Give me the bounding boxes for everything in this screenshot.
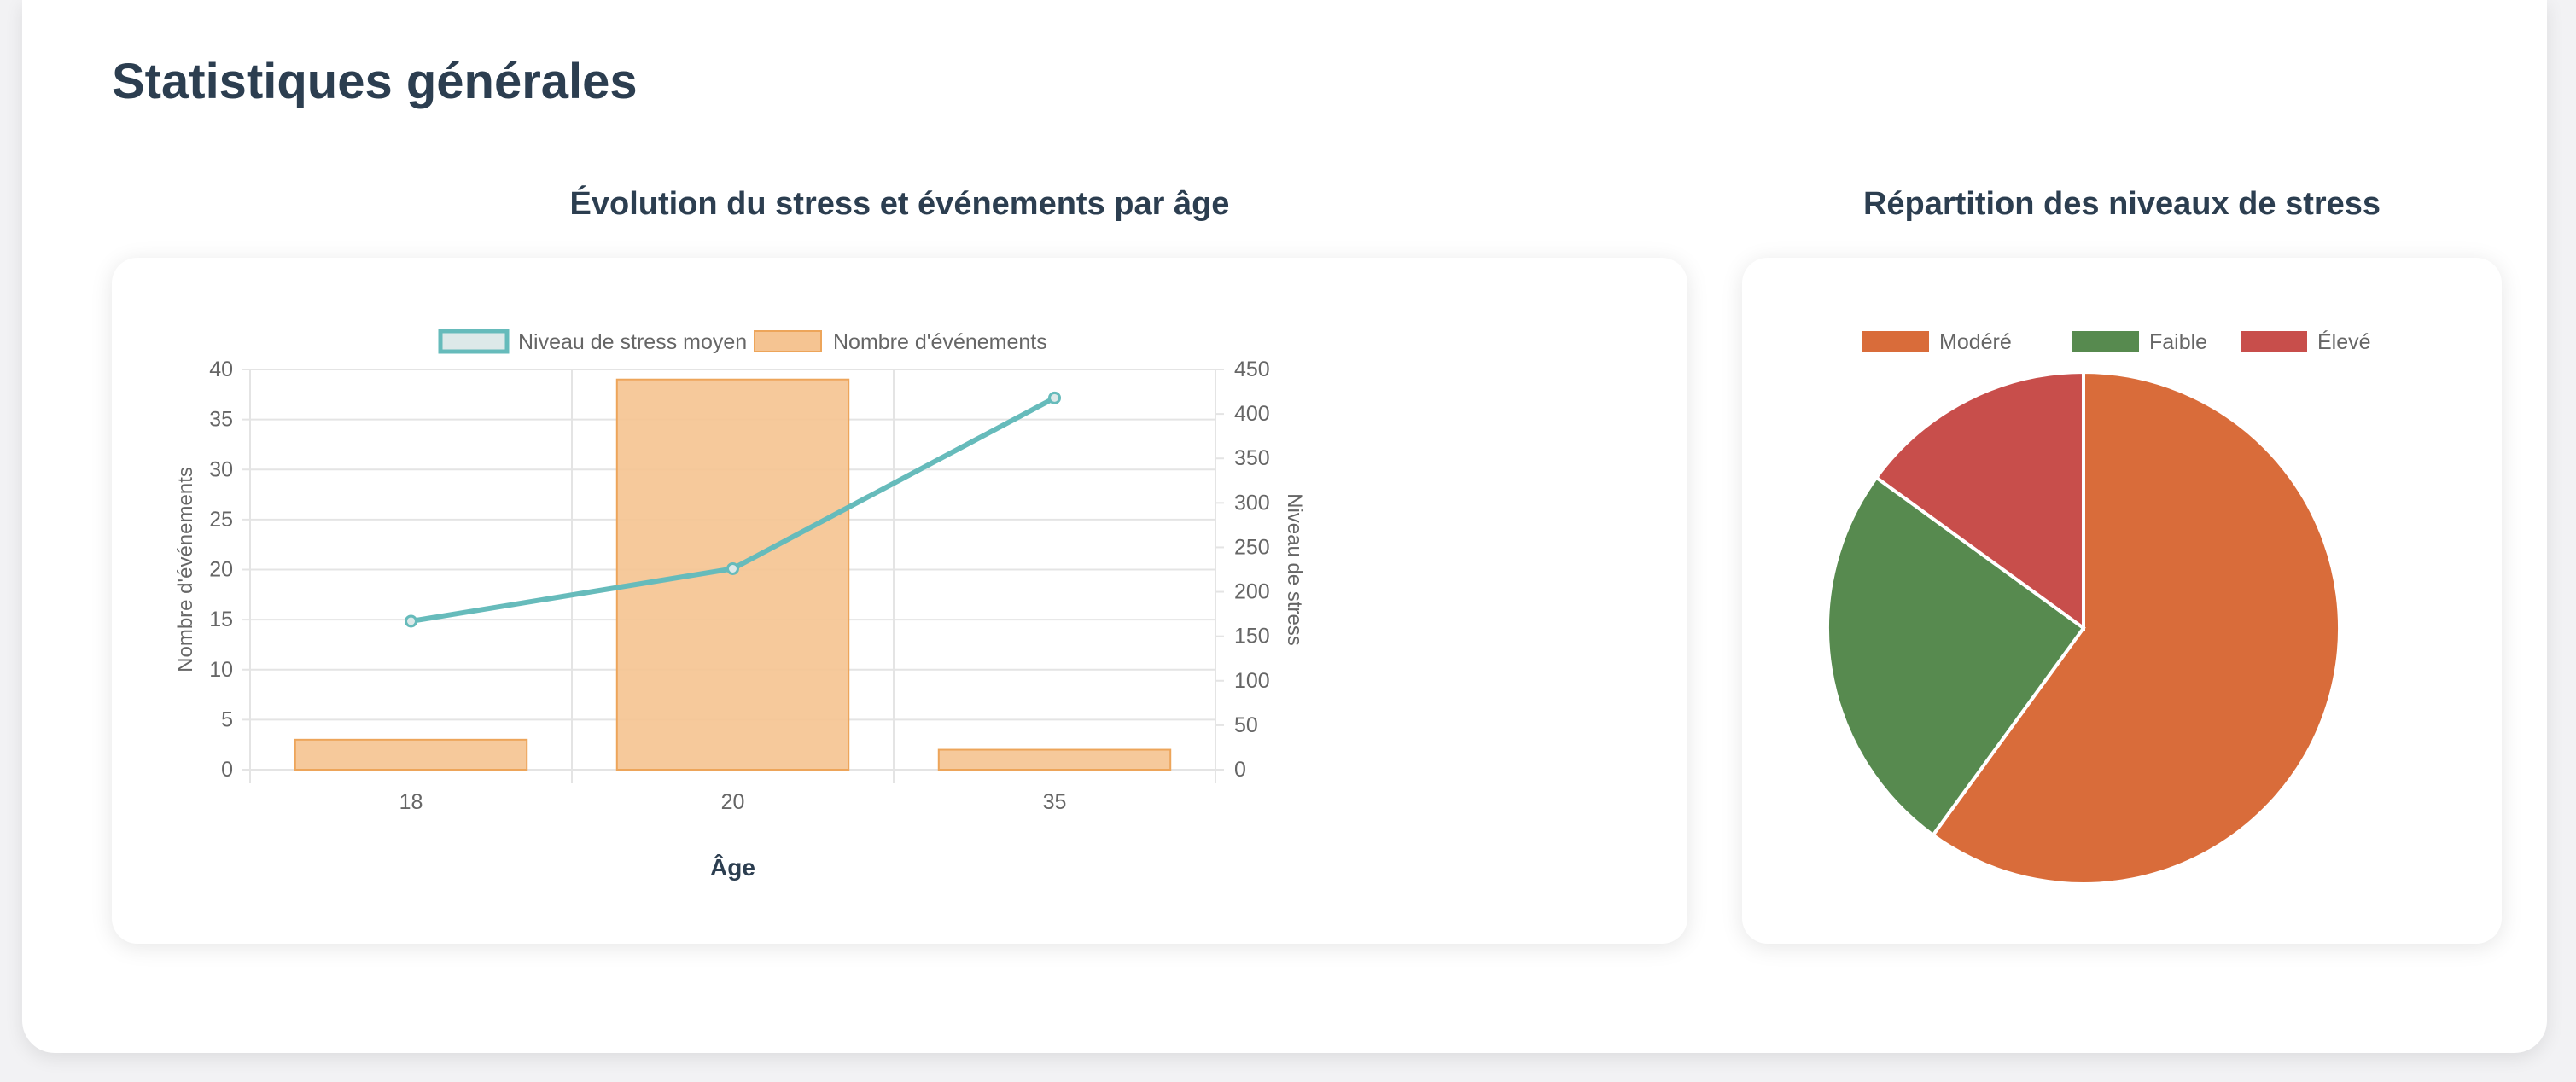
point-stress-35[interactable]	[1048, 391, 1061, 404]
pie-chart-title: Répartition des niveaux de stress	[1862, 186, 2381, 222]
y-tick-left: 10	[209, 658, 233, 682]
legend-label-2: Élevé	[2317, 329, 2371, 354]
y-tick-left: 25	[209, 508, 233, 532]
pie-slice-0[interactable]	[1930, 369, 2341, 886]
y-tick-right: 450	[1234, 358, 1270, 381]
legend-label-0: Modéré	[1939, 330, 2012, 354]
statistics-panel: Statistiques générales Évolution du stre…	[22, 0, 2547, 1053]
y-axis-title-left: Nombre d'événements	[174, 467, 197, 672]
page-title: Statistiques générales	[112, 54, 638, 109]
legend-label-stress: Niveau de stress moyen	[518, 330, 747, 354]
legend-swatch-1[interactable]	[2072, 331, 2139, 352]
pie-chart-card: Modéré Faible Élevé	[1742, 258, 2502, 944]
legend-label-1: Faible	[2149, 330, 2207, 354]
x-tick-label: 35	[1043, 790, 1067, 814]
pie-slice-1[interactable]	[1826, 474, 2086, 838]
y-tick-right: 200	[1234, 580, 1270, 604]
combo-chart-card: Niveau de stress moyen Nombre d'événement…	[112, 258, 1687, 944]
combo-chart-title: Évolution du stress et événements par âg…	[569, 186, 1230, 222]
legend-swatch-events[interactable]	[754, 330, 822, 352]
y-tick-left: 5	[221, 707, 233, 731]
bar-events-18[interactable]	[294, 738, 528, 771]
y-tick-right: 400	[1234, 402, 1270, 426]
pie-chart: Modéré Faible Élevé	[1826, 329, 2371, 886]
point-stress-18[interactable]	[405, 614, 417, 628]
x-tick-label: 20	[721, 790, 745, 814]
y-tick-right: 150	[1234, 625, 1270, 649]
y-tick-right: 300	[1234, 491, 1270, 515]
legend-swatch-stress[interactable]	[438, 329, 510, 354]
y-tick-right: 100	[1234, 669, 1270, 693]
y-tick-left: 20	[209, 558, 233, 582]
pie-slice-2[interactable]	[1874, 369, 2085, 631]
y-tick-left: 30	[209, 457, 233, 481]
y-tick-right: 0	[1234, 758, 1246, 782]
y-tick-left: 0	[221, 758, 233, 782]
combo-chart: Niveau de stress moyen Nombre d'événement…	[174, 329, 1306, 881]
y-tick-right: 350	[1234, 446, 1270, 470]
y-axis-title-right: Niveau de stress	[1283, 493, 1306, 646]
legend-swatch-0[interactable]	[1862, 331, 1929, 352]
bar-events-35[interactable]	[937, 748, 1172, 771]
x-tick-label: 18	[399, 790, 423, 814]
point-stress-20[interactable]	[726, 561, 739, 575]
x-axis-title: Âge	[710, 854, 755, 881]
y-tick-right: 50	[1234, 713, 1258, 737]
legend-swatch-2[interactable]	[2241, 331, 2307, 352]
legend-label-events: Nombre d'événements	[833, 330, 1047, 354]
y-tick-left: 15	[209, 608, 233, 631]
y-tick-right: 250	[1234, 535, 1270, 559]
y-tick-left: 40	[209, 358, 233, 381]
y-tick-left: 35	[209, 408, 233, 432]
